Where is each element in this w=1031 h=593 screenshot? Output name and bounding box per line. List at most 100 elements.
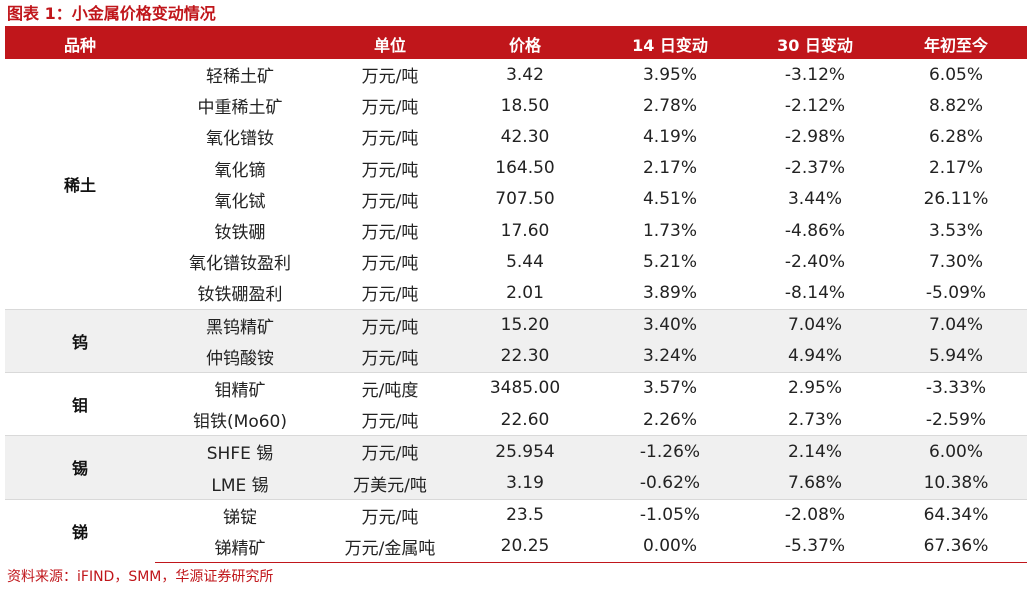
price-cell: 3485.00	[455, 371, 595, 405]
item-name: SHFE 锡	[155, 435, 325, 468]
unit-cell: 万元/吨	[325, 340, 455, 373]
item-name: 钕铁硼盈利	[155, 277, 325, 309]
category-cell: 锡	[5, 435, 155, 500]
change-14d-cell: 3.57%	[595, 371, 745, 405]
change-14d-cell: 3.24%	[595, 340, 745, 373]
unit-cell: 万元/吨	[325, 59, 455, 91]
change-14d-cell: 1.73%	[595, 214, 745, 247]
change-14d-cell: 2.78%	[595, 90, 745, 122]
unit-cell: 万元/吨	[325, 435, 455, 468]
unit-cell: 万元/吨	[325, 498, 455, 531]
item-name: 中重稀土矿	[155, 90, 325, 122]
category-cell: 钼	[5, 371, 155, 436]
price-cell: 25.954	[455, 435, 595, 468]
ytd-cell: 7.30%	[885, 246, 1027, 278]
price-table: 品种 单位 价格 14 日变动 30 日变动 年初至今 稀土 轻稀土矿 万元/吨 3.…	[5, 28, 1027, 563]
ytd-cell: 3.53%	[885, 214, 1027, 247]
price-cell: 3.19	[455, 467, 595, 500]
category-cell: 锑	[5, 498, 155, 563]
change-30d-cell: 2.14%	[745, 435, 885, 468]
change-14d-cell: 4.51%	[595, 183, 745, 215]
change-14d-cell: 0.00%	[595, 530, 745, 563]
table-row: 氧化镨钕盈利 万元/吨 5.44 5.21% -2.40% 7.30%	[5, 246, 1027, 278]
price-cell: 3.42	[455, 59, 595, 91]
price-cell: 18.50	[455, 90, 595, 122]
table-row: 钕铁硼 万元/吨 17.60 1.73% -4.86% 3.53%	[5, 214, 1027, 247]
change-30d-cell: -3.12%	[745, 59, 885, 91]
table-row: 钼铁(Mo60) 万元/吨 22.60 2.26% 2.73% -2.59%	[5, 404, 1027, 436]
ytd-cell: 2.17%	[885, 152, 1027, 184]
table-row: 氧化镝 万元/吨 164.50 2.17% -2.37% 2.17%	[5, 152, 1027, 184]
source-note: 资料来源：iFIND，SMM，华源证券研究所	[7, 569, 274, 585]
change-30d-cell: -2.98%	[745, 121, 885, 153]
change-30d-cell: -4.86%	[745, 214, 885, 247]
ytd-cell: 10.38%	[885, 467, 1027, 500]
item-name: 氧化镨钕盈利	[155, 246, 325, 278]
price-cell: 5.44	[455, 246, 595, 278]
item-name: 氧化镝	[155, 152, 325, 184]
unit-cell: 万元/吨	[325, 90, 455, 122]
price-cell: 42.30	[455, 121, 595, 153]
ytd-cell: 6.05%	[885, 59, 1027, 91]
item-name: 轻稀土矿	[155, 59, 325, 91]
table-row: 锑精矿 万元/金属吨 20.25 0.00% -5.37% 67.36%	[5, 530, 1027, 563]
item-name: 氧化镨钕	[155, 121, 325, 153]
unit-cell: 万元/吨	[325, 308, 455, 341]
change-14d-cell: 2.26%	[595, 404, 745, 436]
change-30d-cell: -2.37%	[745, 152, 885, 184]
ytd-cell: -3.33%	[885, 371, 1027, 405]
item-name: LME 锡	[155, 467, 325, 500]
price-cell: 23.5	[455, 498, 595, 531]
change-30d-cell: -2.08%	[745, 498, 885, 531]
table-header: 品种 单位 价格 14 日变动 30 日变动 年初至今	[5, 28, 1027, 59]
change-30d-cell: 7.68%	[745, 467, 885, 500]
header-change-14d: 14 日变动	[595, 28, 745, 59]
ytd-cell: 26.11%	[885, 183, 1027, 215]
header-variety: 品种	[5, 28, 155, 59]
unit-cell: 万元/吨	[325, 404, 455, 436]
price-cell: 17.60	[455, 214, 595, 247]
change-14d-cell: 3.40%	[595, 308, 745, 341]
unit-cell: 元/吨度	[325, 371, 455, 405]
ytd-cell: -5.09%	[885, 277, 1027, 309]
change-30d-cell: 3.44%	[745, 183, 885, 215]
item-name: 钼精矿	[155, 371, 325, 405]
change-14d-cell: 2.17%	[595, 152, 745, 184]
unit-cell: 万元/金属吨	[325, 530, 455, 563]
header-ytd: 年初至今	[885, 28, 1027, 59]
unit-cell: 万元/吨	[325, 152, 455, 184]
item-name: 钼铁(Mo60)	[155, 404, 325, 436]
table-row: 钼钼精矿 元/吨度 3485.00 3.57% 2.95% -3.33%	[5, 371, 1027, 436]
table-row: 氧化铽 万元/吨 707.50 4.51% 3.44% 26.11%	[5, 183, 1027, 215]
change-30d-cell: 7.04%	[745, 308, 885, 341]
price-cell: 22.60	[455, 404, 595, 436]
price-cell: 164.50	[455, 152, 595, 184]
category-cell: 钨	[5, 308, 155, 373]
header-price: 价格	[455, 28, 595, 59]
table-row: LME 锡万美元/吨 3.19 -0.62% 7.68% 10.38%	[5, 467, 1027, 500]
change-30d-cell: 4.94%	[745, 340, 885, 373]
change-30d-cell: 2.95%	[745, 371, 885, 405]
change-30d-cell: -2.40%	[745, 246, 885, 278]
ytd-cell: 5.94%	[885, 340, 1027, 373]
ytd-cell: 7.04%	[885, 308, 1027, 341]
unit-cell: 万元/吨	[325, 121, 455, 153]
ytd-cell: 6.28%	[885, 121, 1027, 153]
ytd-cell: 67.36%	[885, 530, 1027, 563]
table-row: 仲钨酸铵 万元/吨 22.30 3.24% 4.94% 5.94%	[5, 340, 1027, 373]
change-30d-cell: -2.12%	[745, 90, 885, 122]
price-cell: 22.30	[455, 340, 595, 373]
item-name: 锑锭	[155, 498, 325, 531]
price-cell: 707.50	[455, 183, 595, 215]
change-14d-cell: -1.26%	[595, 435, 745, 468]
item-name: 仲钨酸铵	[155, 340, 325, 373]
header-name	[155, 28, 325, 59]
change-14d-cell: 3.95%	[595, 59, 745, 91]
table-body: 稀土 轻稀土矿 万元/吨 3.42 3.95% -3.12% 6.05% 中重稀土矿 万元/吨 1…	[5, 59, 1027, 563]
title-rule	[5, 26, 1027, 28]
category-cell: 稀土	[5, 59, 155, 309]
unit-cell: 万元/吨	[325, 246, 455, 278]
table-row: 氧化镨钕 万元/吨 42.30 4.19% -2.98% 6.28%	[5, 121, 1027, 153]
change-14d-cell: -1.05%	[595, 498, 745, 531]
change-30d-cell: 2.73%	[745, 404, 885, 436]
